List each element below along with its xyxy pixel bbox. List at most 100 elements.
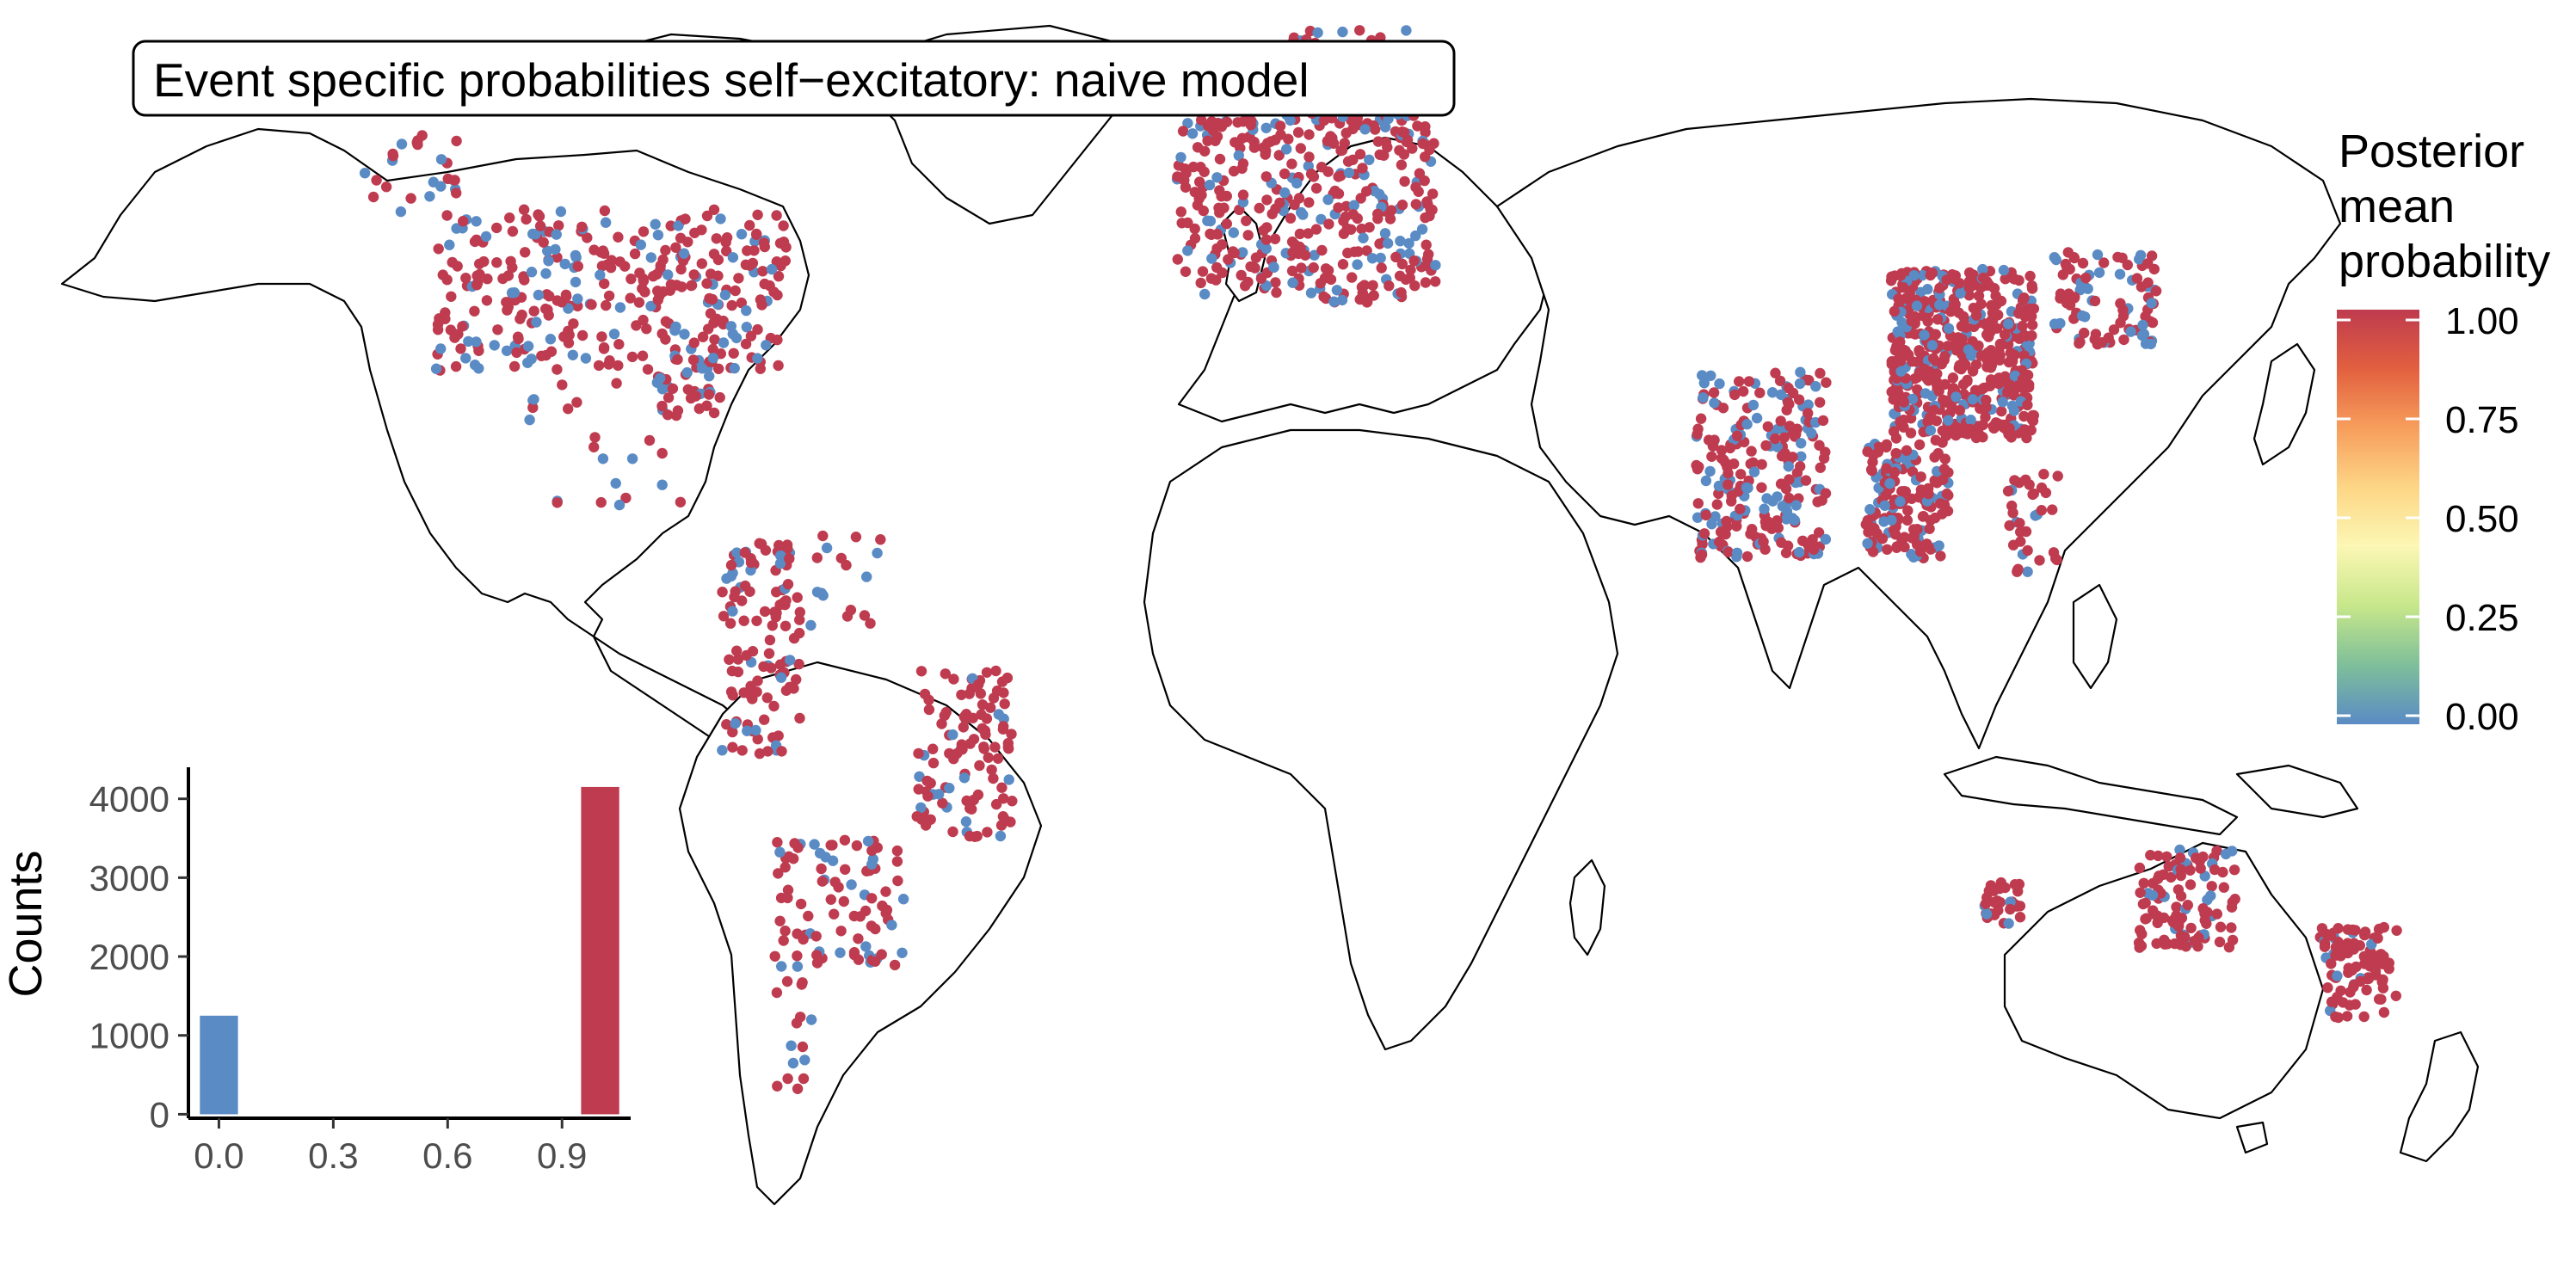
event-point	[444, 239, 455, 250]
event-point	[745, 330, 757, 341]
event-point	[758, 661, 769, 673]
event-point	[1973, 427, 1984, 439]
event-point	[1789, 514, 1801, 526]
event-point	[816, 863, 827, 875]
event-point	[2150, 286, 2162, 297]
event-point	[2350, 925, 2361, 936]
event-point	[433, 243, 444, 255]
event-point	[1216, 121, 1228, 132]
event-point	[1943, 323, 1955, 335]
event-point	[567, 349, 578, 360]
event-point	[1409, 280, 1420, 292]
event-point	[1279, 187, 1291, 199]
event-point	[686, 280, 698, 291]
event-point	[835, 947, 846, 958]
event-point	[2004, 379, 2015, 391]
event-point	[455, 343, 466, 354]
event-point	[712, 270, 724, 281]
event-point	[2346, 964, 2357, 976]
event-point	[611, 378, 622, 389]
event-point	[1404, 273, 1416, 284]
event-point	[553, 220, 564, 231]
event-point	[1274, 120, 1286, 132]
event-point	[768, 700, 780, 712]
event-point	[964, 688, 975, 699]
event-point	[793, 627, 805, 639]
event-point	[1927, 353, 1939, 364]
event-point	[1889, 358, 1901, 369]
indonesia-outline	[1943, 755, 2239, 836]
event-point	[986, 764, 997, 776]
map-title: Event specific probabilities self−excita…	[153, 53, 1310, 107]
event-point	[1914, 345, 1925, 356]
event-point	[1860, 519, 1871, 530]
histogram-y-label: Counts	[0, 850, 52, 997]
event-point	[1984, 380, 1996, 391]
event-point	[1953, 307, 1964, 318]
event-point	[892, 875, 903, 887]
event-point	[1731, 547, 1743, 558]
event-point	[2333, 923, 2344, 934]
event-point	[2326, 958, 2337, 969]
event-point	[693, 403, 705, 415]
histogram-x-ticks: 0.0 0.3 0.6 0.9	[194, 1118, 587, 1176]
event-point	[1942, 395, 1953, 407]
event-point	[1196, 114, 1207, 126]
event-point	[687, 354, 699, 366]
event-point	[1295, 143, 1307, 154]
event-point	[1790, 500, 1802, 511]
event-point	[766, 263, 778, 275]
event-point	[545, 334, 557, 345]
event-point	[707, 343, 718, 355]
event-point	[1402, 134, 1414, 146]
event-point	[1784, 474, 1795, 485]
event-point	[1214, 153, 1226, 165]
event-point	[1274, 197, 1285, 208]
event-point	[2003, 356, 2015, 368]
event-point	[2024, 303, 2035, 315]
event-point	[507, 225, 519, 237]
event-point	[1347, 209, 1359, 220]
event-point	[1939, 453, 1950, 464]
event-point	[2017, 373, 2029, 385]
event-point	[1410, 230, 1421, 242]
event-point	[1270, 277, 1281, 288]
event-point	[519, 274, 530, 286]
event-point	[796, 979, 807, 990]
event-point	[752, 323, 763, 335]
event-point	[981, 713, 993, 724]
event-point	[2326, 996, 2338, 1007]
event-point	[749, 245, 760, 256]
event-point	[2344, 1000, 2356, 1011]
event-point	[1963, 344, 1975, 355]
event-point	[626, 453, 638, 464]
histogram-bar	[200, 1015, 238, 1115]
event-point	[1714, 536, 1725, 548]
event-point	[1177, 126, 1189, 137]
event-point	[1729, 389, 1741, 401]
event-point	[2002, 485, 2014, 497]
event-point	[948, 674, 959, 685]
event-point	[471, 216, 482, 227]
event-point	[599, 278, 610, 289]
event-point	[897, 947, 908, 959]
event-point	[449, 175, 460, 186]
event-point	[1930, 329, 1941, 340]
event-point	[1197, 266, 1209, 277]
event-point	[2146, 298, 2157, 309]
event-point	[886, 920, 897, 931]
event-point	[991, 685, 1003, 697]
event-point	[2158, 912, 2170, 924]
event-point	[536, 350, 547, 361]
event-point	[1182, 245, 1193, 256]
event-point	[1322, 194, 1334, 206]
event-point	[1308, 171, 1320, 182]
event-point	[750, 724, 761, 736]
event-point	[1922, 284, 1933, 295]
event-point	[964, 738, 976, 749]
event-point	[1756, 458, 1767, 471]
event-point	[625, 292, 636, 304]
event-point	[662, 392, 675, 403]
event-point	[1233, 150, 1245, 161]
title-box: Event specific probabilities self−excita…	[132, 40, 1456, 117]
